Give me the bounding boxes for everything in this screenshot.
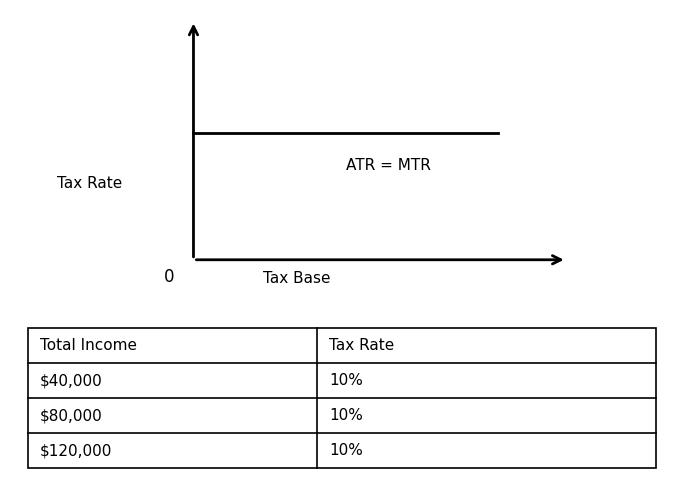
- Bar: [28, 328, 656, 468]
- Text: $120,000: $120,000: [40, 443, 113, 458]
- Text: $40,000: $40,000: [40, 373, 103, 388]
- Text: 10%: 10%: [330, 443, 363, 458]
- Text: 10%: 10%: [330, 373, 363, 388]
- Text: 0: 0: [164, 268, 175, 287]
- Text: ATR = MTR: ATR = MTR: [346, 158, 430, 173]
- Text: Total Income: Total Income: [40, 338, 137, 353]
- Text: Tax Rate: Tax Rate: [57, 176, 122, 191]
- Text: Tax Base: Tax Base: [263, 272, 330, 287]
- Text: 10%: 10%: [330, 408, 363, 423]
- Text: $80,000: $80,000: [40, 408, 103, 423]
- Text: Tax Rate: Tax Rate: [330, 338, 395, 353]
